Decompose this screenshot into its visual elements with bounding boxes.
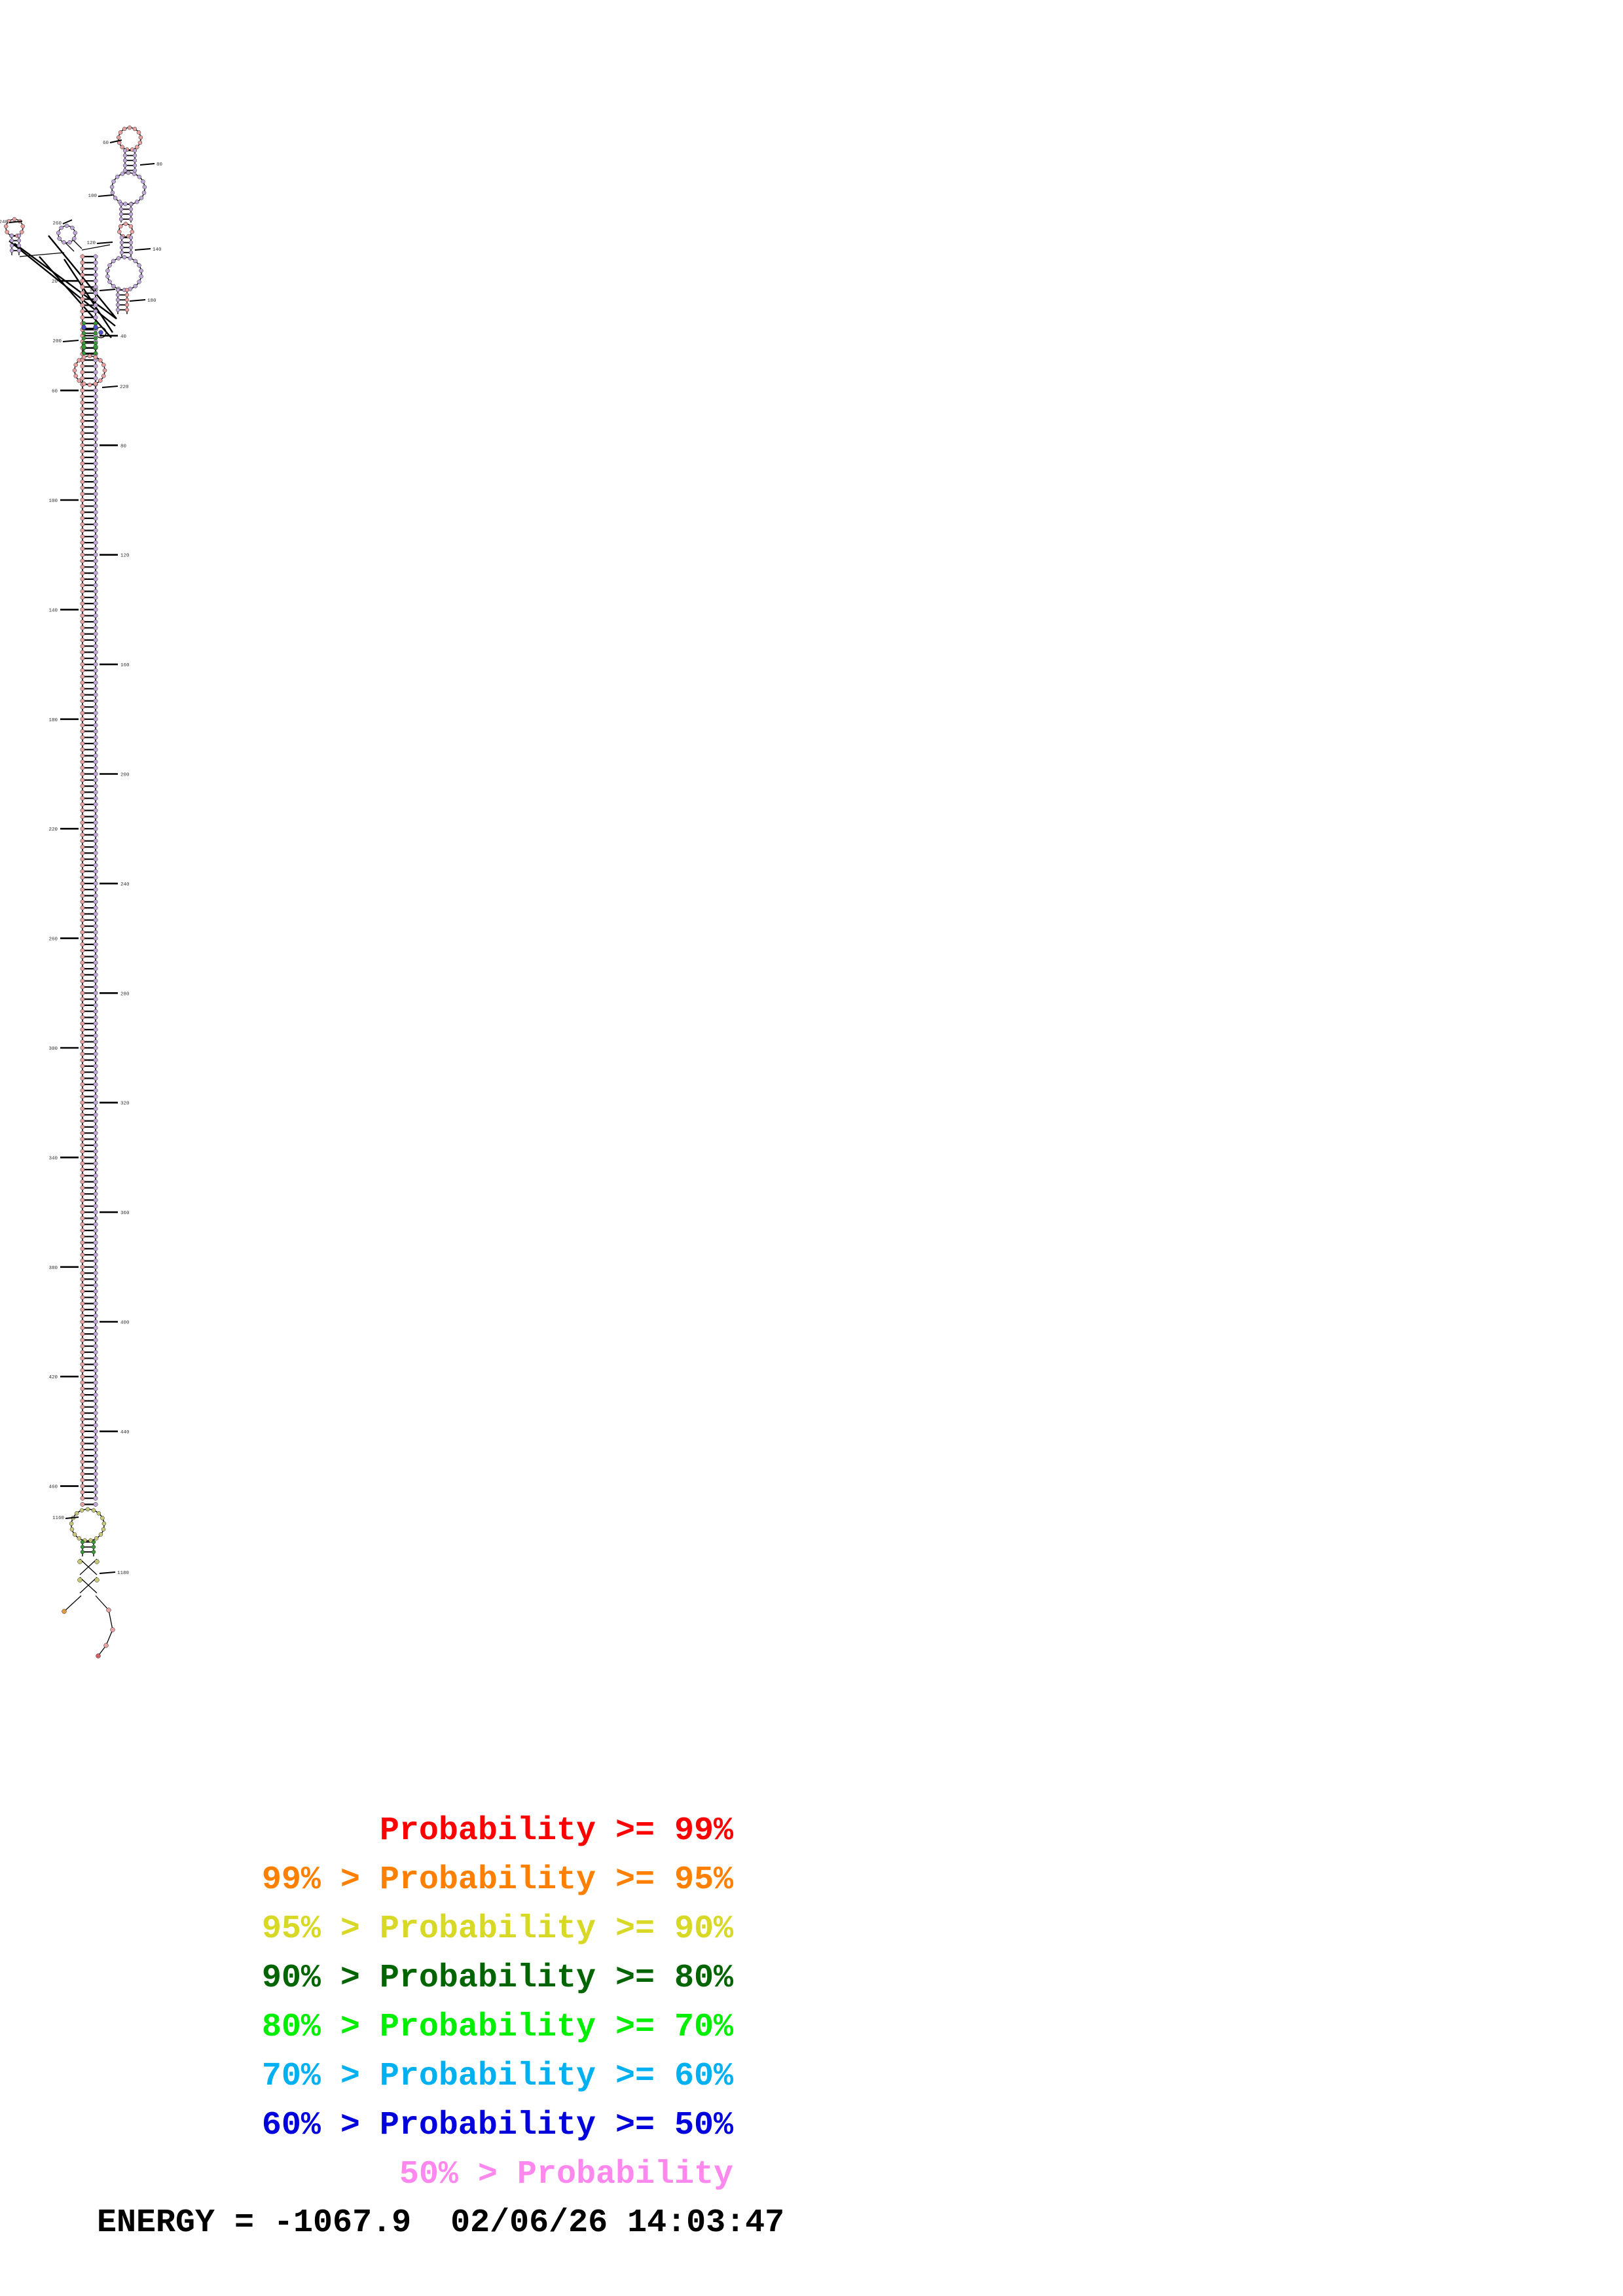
svg-text:420: 420 bbox=[48, 1375, 58, 1380]
legend-row-plow: 50% > Probability bbox=[399, 2156, 733, 2193]
svg-text:380: 380 bbox=[48, 1266, 58, 1271]
svg-text:280: 280 bbox=[120, 992, 130, 997]
main-stem-basepairs bbox=[12, 150, 135, 1553]
svg-text:220: 220 bbox=[48, 827, 58, 833]
position-ticks: 20 40 60 80 100 120 140 160 180 200 220 240 260 280 30… bbox=[0, 139, 163, 1576]
svg-text:1180: 1180 bbox=[117, 1571, 130, 1576]
multiloop-junction bbox=[5, 219, 117, 338]
svg-text:320: 320 bbox=[120, 1102, 130, 1107]
legend-row-p60: 70% > Probability >= 60% bbox=[261, 2058, 733, 2095]
svg-text:80: 80 bbox=[156, 162, 163, 168]
svg-text:260: 260 bbox=[48, 937, 58, 942]
svg-text:360: 360 bbox=[120, 1211, 130, 1216]
svg-text:240: 240 bbox=[120, 882, 130, 888]
legend-row-p50: 60% > Probability >= 50% bbox=[261, 2107, 733, 2144]
svg-text:40: 40 bbox=[120, 334, 127, 340]
svg-text:300: 300 bbox=[48, 1047, 58, 1052]
energy-and-timestamp: ENERGY = -1067.9 02/06/26 14:03:47 bbox=[97, 2204, 785, 2242]
base-nodes bbox=[3, 125, 147, 1659]
svg-text:160: 160 bbox=[89, 288, 98, 293]
svg-text:80: 80 bbox=[120, 444, 127, 449]
svg-text:200: 200 bbox=[120, 773, 130, 778]
legend-row-p95: 99% > Probability >= 95% bbox=[261, 1861, 733, 1899]
svg-text:460: 460 bbox=[48, 1485, 58, 1490]
svg-text:240: 240 bbox=[0, 220, 8, 225]
svg-text:120: 120 bbox=[86, 241, 96, 246]
svg-text:260: 260 bbox=[52, 221, 62, 226]
legend-row-p70: 80% > Probability >= 70% bbox=[261, 2009, 733, 2046]
svg-text:100: 100 bbox=[48, 499, 58, 504]
svg-text:160: 160 bbox=[120, 663, 130, 668]
svg-text:180: 180 bbox=[48, 718, 58, 723]
plot-footer: ENERGY = -1067.9 02/06/26 14:03:47 bbox=[0, 2204, 1048, 2242]
svg-text:60: 60 bbox=[52, 389, 58, 395]
svg-text:340: 340 bbox=[48, 1156, 58, 1161]
legend-row-p80: 90% > Probability >= 80% bbox=[261, 1960, 733, 1997]
legend-row-p90: 95% > Probability >= 90% bbox=[261, 1910, 733, 1948]
svg-text:20: 20 bbox=[52, 279, 58, 285]
probability-legend: Probability >= 99% 99% > Probability >= … bbox=[0, 1806, 812, 2199]
rna-structure-drawing: 20 40 60 80 100 120 140 160 180 200 220 240 260 280 30… bbox=[0, 125, 163, 1659]
svg-text:100: 100 bbox=[88, 194, 97, 199]
svg-text:200: 200 bbox=[52, 339, 62, 344]
svg-text:1160: 1160 bbox=[52, 1516, 65, 1521]
svg-text:140: 140 bbox=[48, 608, 58, 613]
rna-structure-panel: 20 40 60 80 100 120 140 160 180 200 220 240 260 280 30… bbox=[0, 125, 163, 1659]
main-stem bbox=[12, 150, 135, 1553]
svg-text:400: 400 bbox=[120, 1321, 130, 1326]
svg-text:120: 120 bbox=[120, 554, 130, 559]
svg-text:60: 60 bbox=[103, 141, 109, 146]
svg-text:180: 180 bbox=[147, 298, 156, 304]
legend-row-p99: Probability >= 99% bbox=[379, 1812, 733, 1850]
svg-text:140: 140 bbox=[153, 247, 162, 253]
svg-text:220: 220 bbox=[120, 385, 129, 390]
svg-text:440: 440 bbox=[120, 1430, 130, 1435]
